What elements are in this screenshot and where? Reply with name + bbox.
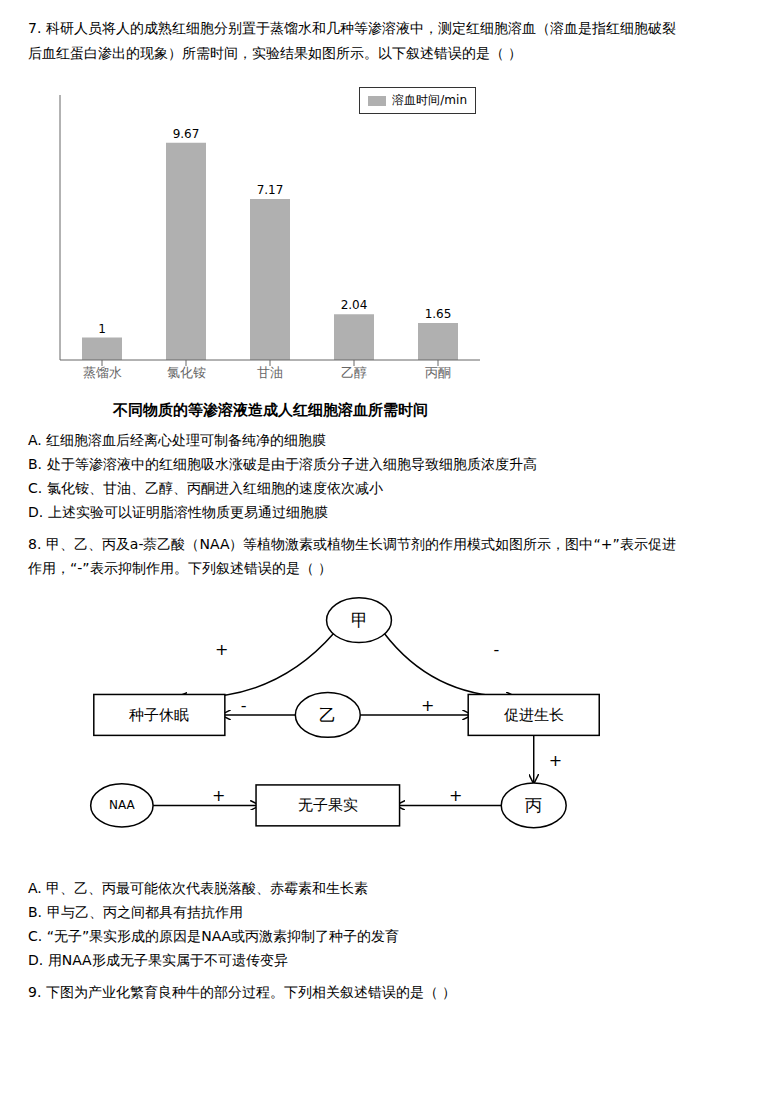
html-text:7. 科研人员将人的成熟红细胞分别置于蒸馏水和几种等渗溶液中: 7. 科研人员将人的成熟红细胞分别置于蒸馏水和几种等渗溶液中，测定红细胞溶血（溶… (28, 20, 676, 36)
html-text:B. 处于等渗溶液中的红细胞吸水涨破是由于溶质分子进入细胞导: B. 处于等渗溶液中的红细胞吸水涨破是由于溶质分子进入细胞导致细胞质浓度升高 (28, 456, 537, 472)
html-text:C. “无子”果实形成的原因是NAA或丙激素抑制了种子的发育: C. “无子”果实形成的原因是NAA或丙激素抑制了种子的发育 (28, 928, 400, 944)
svg-text:1.65: 1.65 (425, 307, 452, 321)
html-text:B. 甲与乙、丙之间都具有拮抗作用: B. 甲与乙、丙之间都具有拮抗作用 (28, 904, 243, 920)
html-text:不同物质的等渗溶液造成人红细胞溶血所需时间: 不同物质的等渗溶液造成人红细胞溶血所需时间 (112, 401, 428, 419)
svg-text:丙: 丙 (525, 795, 542, 815)
svg-text:种子休眠: 种子休眠 (129, 706, 189, 724)
svg-text:促进生长: 促进生长 (504, 706, 564, 724)
svg-text:甘油: 甘油 (257, 365, 283, 380)
svg-text:+: + (549, 751, 562, 770)
html-text:A. 红细胞溶血后经离心处理可制备纯净的细胞膜: A. 红细胞溶血后经离心处理可制备纯净的细胞膜 (28, 432, 327, 448)
svg-text:蒸馏水: 蒸馏水 (83, 365, 122, 380)
html-text:A. 甲、乙、丙最可能依次代表脱落酸、赤霉素和生长素: A. 甲、乙、丙最可能依次代表脱落酸、赤霉素和生长素 (28, 880, 369, 896)
svg-text:无子果实: 无子果实 (298, 796, 358, 814)
svg-text:+: + (215, 640, 228, 659)
svg-text:甲: 甲 (351, 610, 368, 630)
svg-text:+: + (449, 786, 462, 805)
html-text:溶血时间/min: 溶血时间/min (392, 93, 467, 107)
svg-text:7.17: 7.17 (257, 183, 284, 197)
svg-text:乙醇: 乙醇 (341, 365, 367, 380)
html-text:8. 甲、乙、丙及a-萘乙酸（NAA）等植物激素或植物生长调: 8. 甲、乙、丙及a-萘乙酸（NAA）等植物激素或植物生长调节剂的作用模式如图所… (28, 536, 676, 552)
svg-text:2.04: 2.04 (341, 298, 368, 312)
html-text:作用，“-”表示抑制作用。下列叙述错误的是（ ）: 作用，“-”表示抑制作用。下列叙述错误的是（ ） (28, 560, 332, 576)
svg-text:丙酮: 丙酮 (425, 365, 451, 380)
svg-text:9.67: 9.67 (173, 127, 200, 141)
html-text:D. 用NAA形成无子果实属于不可遗传变异: D. 用NAA形成无子果实属于不可遗传变异 (28, 952, 288, 968)
svg-text:+: + (212, 786, 225, 805)
html-text:C. 氯化铵、甘油、乙醇、丙酮进入红细胞的速度依次减小: C. 氯化铵、甘油、乙醇、丙酮进入红细胞的速度依次减小 (28, 480, 383, 496)
html-text:D. 上述实验可以证明脂溶性物质更易通过细胞膜: D. 上述实验可以证明脂溶性物质更易通过细胞膜 (28, 504, 328, 520)
svg-text:乙: 乙 (319, 705, 336, 725)
html-text:后血红蛋白渗出的现象）所需时间，实验结果如图所示。以下叙述错: 后血红蛋白渗出的现象）所需时间，实验结果如图所示。以下叙述错误的是（ ） (28, 45, 523, 61)
svg-text:-: - (493, 640, 499, 659)
svg-text:-: - (241, 696, 247, 715)
svg-text:氯化铵: 氯化铵 (167, 365, 206, 380)
svg-text:NAA: NAA (109, 798, 136, 812)
svg-text:+: + (421, 696, 434, 715)
svg-text:1: 1 (98, 322, 106, 336)
html-text:9. 下图为产业化繁育良种牛的部分过程。下列相关叙述错误的是: 9. 下图为产业化繁育良种牛的部分过程。下列相关叙述错误的是（ ） (28, 984, 457, 1000)
